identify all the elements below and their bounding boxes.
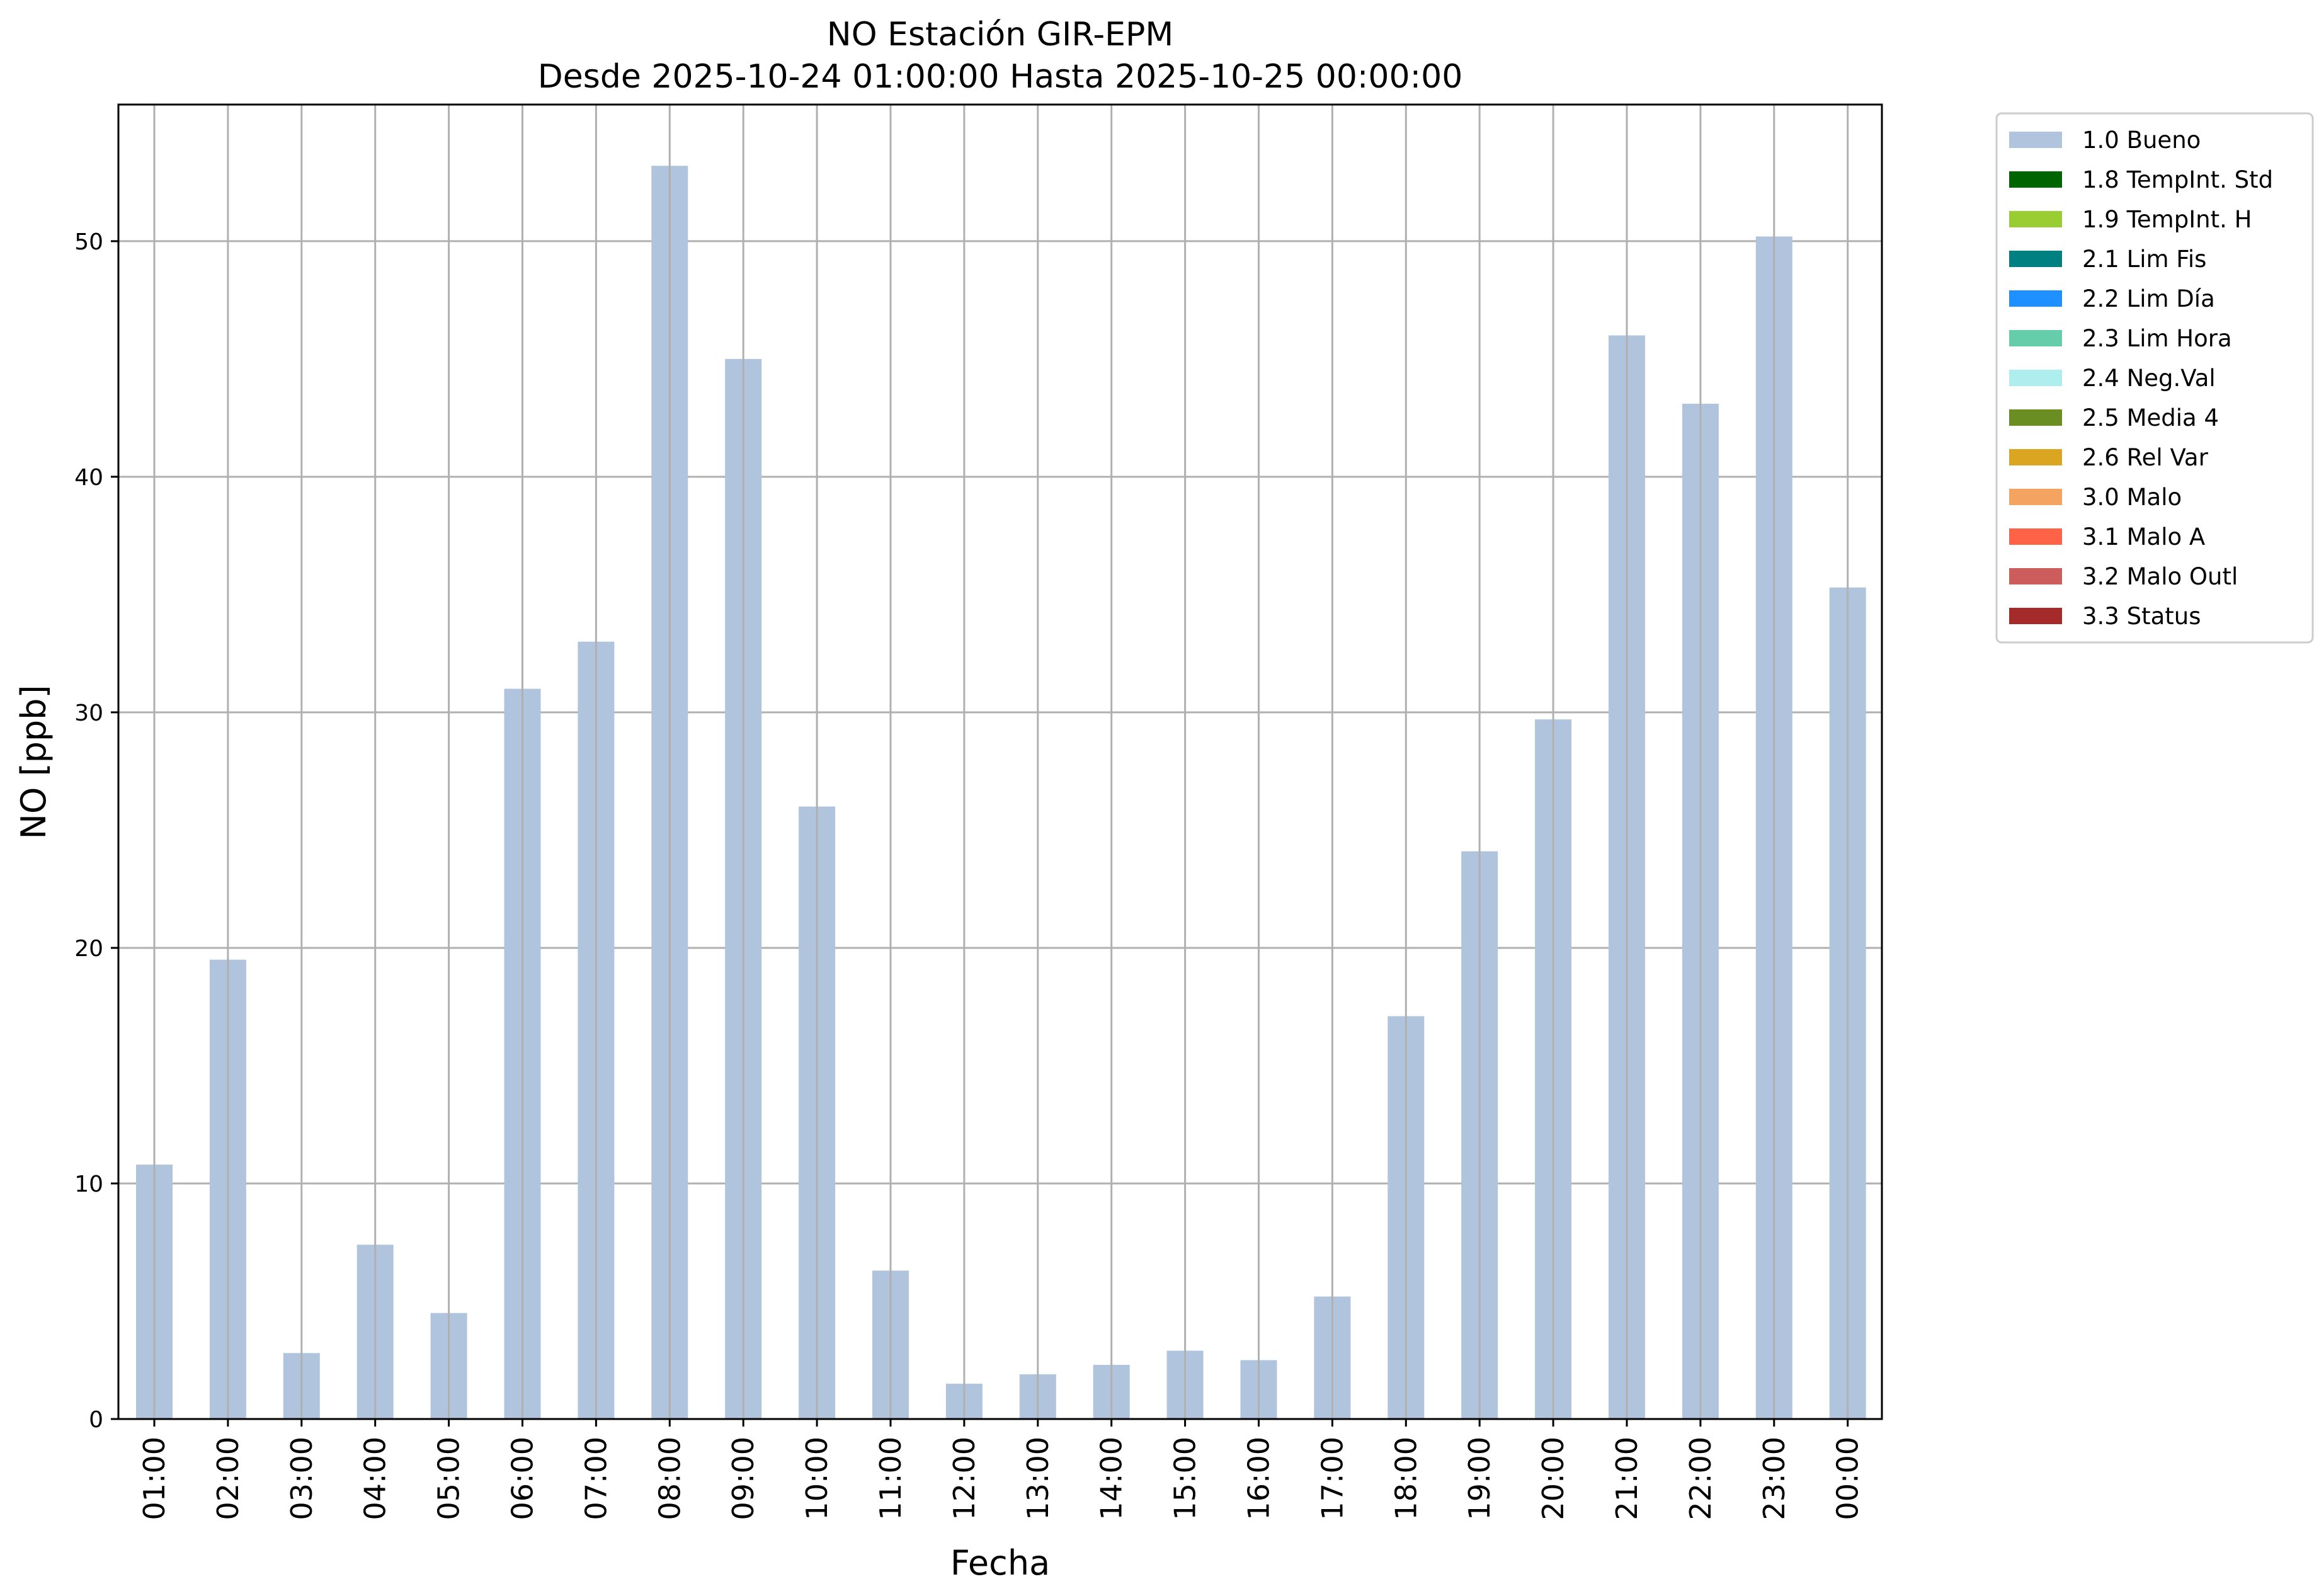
- legend-swatch: [2009, 132, 2062, 148]
- x-tick-label: 08:00: [652, 1437, 687, 1520]
- bars: [136, 166, 1866, 1420]
- y-tick-label: 30: [74, 700, 103, 726]
- x-tick-label: 10:00: [800, 1437, 834, 1520]
- legend-label: 1.0 Bueno: [2082, 127, 2201, 154]
- legend-label: 3.0 Malo: [2082, 484, 2182, 511]
- y-tick-label: 10: [74, 1171, 103, 1197]
- x-tick-label: 21:00: [1610, 1437, 1644, 1520]
- legend-swatch: [2009, 449, 2062, 465]
- x-tick-label: 20:00: [1536, 1437, 1570, 1520]
- legend-swatch: [2009, 290, 2062, 307]
- x-tick-label: 05:00: [432, 1437, 466, 1520]
- x-tick-label: 07:00: [579, 1437, 613, 1520]
- y-tick-label: 20: [74, 936, 103, 962]
- legend-swatch: [2009, 409, 2062, 426]
- x-tick-label: 04:00: [358, 1437, 392, 1520]
- x-tick-label: 14:00: [1095, 1437, 1129, 1520]
- legend-swatch: [2009, 171, 2062, 188]
- legend-label: 1.9 TempInt. H: [2082, 206, 2252, 233]
- chart-subtitle: Desde 2025-10-24 01:00:00 Hasta 2025-10-…: [538, 58, 1463, 96]
- x-tick-label: 17:00: [1315, 1437, 1349, 1520]
- legend-swatch: [2009, 608, 2062, 624]
- legend-label: 3.3 Status: [2082, 603, 2201, 630]
- x-tick-label: 19:00: [1462, 1437, 1496, 1520]
- x-tick-label: 02:00: [211, 1437, 245, 1520]
- y-tick-label: 50: [74, 229, 103, 255]
- legend-label: 2.2 Lim Día: [2082, 285, 2215, 312]
- legend-label: 2.5 Media 4: [2082, 404, 2219, 431]
- y-axis: 0 10 20 30 40 50: [74, 229, 118, 1433]
- legend-swatch: [2009, 489, 2062, 505]
- x-tick-label: 22:00: [1684, 1437, 1718, 1520]
- vertical-grid: [153, 105, 1849, 1419]
- x-tick-label: 16:00: [1242, 1437, 1276, 1520]
- y-tick-label: 40: [74, 465, 103, 491]
- legend-swatch: [2009, 211, 2062, 227]
- x-tick-label: 15:00: [1168, 1437, 1202, 1520]
- legend-swatch: [2009, 330, 2062, 346]
- x-tick-label: 18:00: [1389, 1437, 1423, 1520]
- legend-swatch: [2009, 251, 2062, 267]
- legend-label: 2.3 Lim Hora: [2082, 325, 2232, 352]
- legend-swatch: [2009, 568, 2062, 584]
- legend-label: 3.2 Malo Outl: [2082, 563, 2238, 590]
- legend-label: 3.1 Malo A: [2082, 523, 2205, 550]
- plot-frame: [117, 103, 1883, 1420]
- y-tick-label: 0: [89, 1407, 103, 1433]
- x-tick-label: 01:00: [137, 1437, 171, 1520]
- x-tick-label: 00:00: [1831, 1437, 1865, 1520]
- x-tick-label: 11:00: [874, 1437, 908, 1520]
- x-tick-label: 13:00: [1021, 1437, 1055, 1520]
- legend-label: 2.6 Rel Var: [2082, 444, 2209, 471]
- y-axis-label: NO [ppb]: [14, 685, 54, 839]
- x-tick-label: 03:00: [285, 1437, 319, 1520]
- legend-swatch: [2009, 370, 2062, 386]
- x-axis: 01:00 02:00 03:00 04:00 05:00 06:00 07:00 08:00…: [137, 1419, 1865, 1520]
- x-tick-label: 12:00: [947, 1437, 981, 1520]
- legend-label: 2.1 Lim Fis: [2082, 246, 2206, 273]
- grid: [118, 240, 1882, 1185]
- chart-title: NO Estación GIR-EPM: [827, 16, 1173, 54]
- legend-swatch: [2009, 528, 2062, 545]
- legend-label: 1.8 TempInt. Std: [2082, 166, 2273, 193]
- x-tick-label: 09:00: [726, 1437, 760, 1520]
- legend-label: 2.4 Neg.Val: [2082, 365, 2216, 392]
- x-axis-label: Fecha: [950, 1543, 1050, 1583]
- x-tick-label: 06:00: [506, 1437, 540, 1520]
- x-tick-label: 23:00: [1757, 1437, 1791, 1520]
- legend: 1.0 Bueno 1.8 TempInt. Std 1.9 TempInt. H 2…: [1995, 112, 2314, 644]
- legend-frame: [1995, 112, 2314, 644]
